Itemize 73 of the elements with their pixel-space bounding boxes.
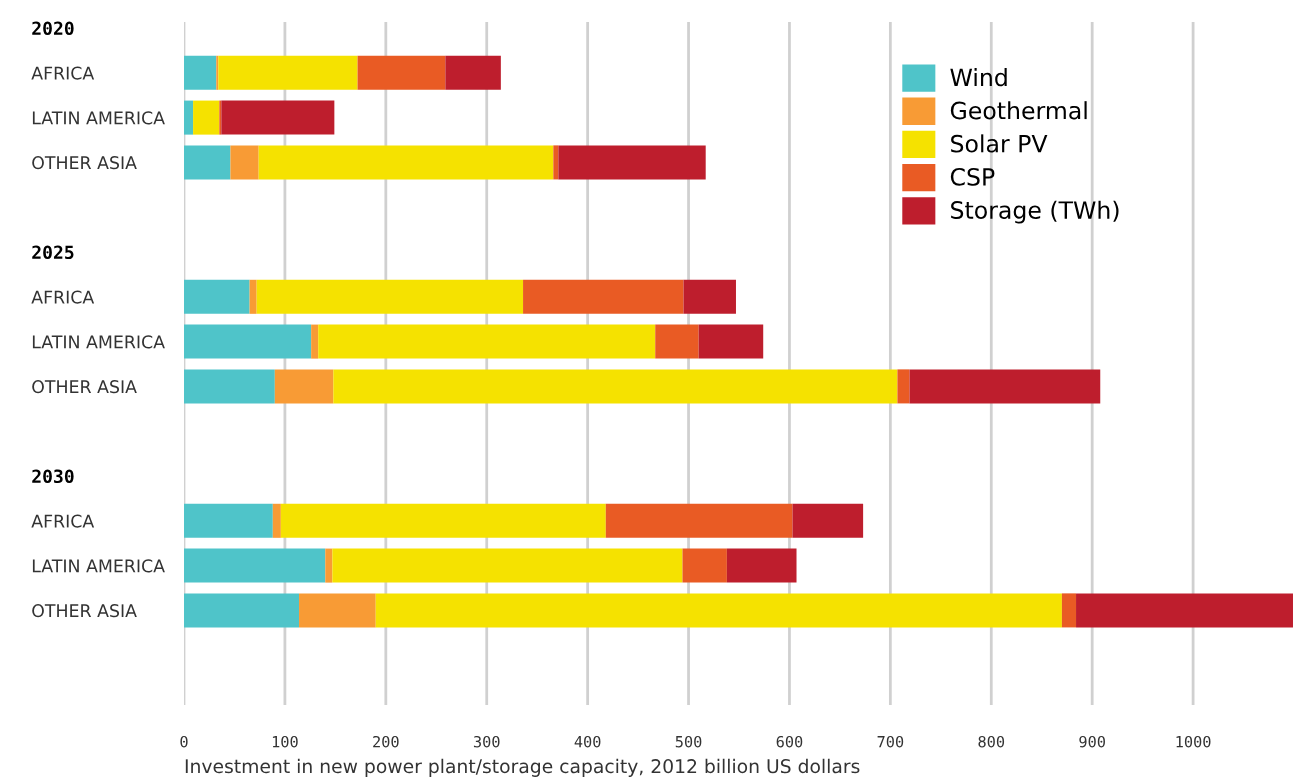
legend-label: Wind — [950, 67, 1007, 87]
bar — [655, 324, 699, 359]
bar — [445, 55, 501, 90]
x-tick-label: 0 — [180, 735, 188, 748]
bar — [299, 593, 376, 628]
y-tick-label: OTHER ASIA — [32, 604, 137, 618]
x-tick-label: 200 — [373, 735, 399, 748]
x-tick-label: 100 — [272, 735, 298, 748]
x-tick-label: 800 — [978, 735, 1005, 748]
y-tick-label: 2025 — [32, 245, 74, 260]
bar — [792, 503, 864, 538]
bar — [357, 55, 446, 90]
legend-label: Solar PV — [951, 134, 1048, 153]
bar — [523, 279, 684, 314]
bar — [1076, 593, 1293, 628]
bar — [230, 145, 259, 180]
bar — [553, 145, 559, 180]
x-tick-label: 900 — [1079, 735, 1105, 748]
bar — [184, 548, 326, 583]
bar — [558, 145, 706, 180]
bar — [325, 548, 333, 583]
y-tick-label: 2030 — [32, 469, 74, 484]
bar — [184, 100, 194, 135]
bar — [897, 369, 910, 404]
bar — [333, 369, 898, 404]
bar — [1061, 593, 1077, 628]
bar — [219, 100, 222, 135]
bar — [218, 55, 358, 90]
bar — [375, 593, 1062, 628]
y-tick-label: AFRICA — [31, 514, 95, 528]
bar — [184, 503, 273, 538]
bar — [909, 369, 1101, 404]
bar — [184, 593, 300, 628]
y-tick-label: OTHER ASIA — [32, 380, 137, 394]
x-axis-title: Investment in new power plant/storage capacity, 2012 billion US dollars — [185, 758, 860, 777]
bar — [184, 369, 275, 404]
bar — [193, 100, 220, 135]
bar — [258, 145, 554, 180]
bar — [216, 55, 219, 90]
bar — [274, 369, 334, 404]
bar — [272, 503, 281, 538]
bar — [184, 324, 312, 359]
bar — [698, 324, 764, 359]
y-tick-label: LATIN AMERICA — [32, 111, 165, 125]
legend-label: CSP — [950, 167, 995, 186]
y-tick-label: LATIN AMERICA — [32, 559, 165, 573]
x-tick-label: 300 — [473, 735, 500, 748]
bar — [332, 548, 683, 583]
bar — [683, 279, 736, 314]
bar — [726, 548, 797, 583]
x-tick-label: 1000 — [1176, 735, 1211, 748]
bar — [311, 324, 319, 359]
bar — [221, 100, 335, 135]
bar — [318, 324, 656, 359]
y-tick-label: AFRICA — [31, 290, 95, 304]
y-tick-label: 2020 — [32, 21, 74, 36]
x-tick-label: 400 — [574, 735, 601, 748]
bar — [184, 145, 231, 180]
y-tick-label: AFRICA — [31, 66, 95, 80]
bar — [184, 279, 250, 314]
y-tick-label: LATIN AMERICA — [32, 335, 165, 349]
y-tick-label: OTHER ASIA — [32, 156, 137, 170]
bar — [256, 279, 524, 314]
bar — [280, 503, 606, 538]
x-tick-label: 700 — [877, 735, 904, 748]
legend-label: Storage (TWh) — [951, 200, 1119, 224]
bar — [682, 548, 727, 583]
x-tick-label: 500 — [675, 735, 702, 748]
x-tick-label: 600 — [776, 735, 803, 748]
bar — [184, 55, 217, 90]
bar — [605, 503, 793, 538]
bar — [249, 279, 257, 314]
legend-label: Geothermal — [950, 101, 1087, 120]
